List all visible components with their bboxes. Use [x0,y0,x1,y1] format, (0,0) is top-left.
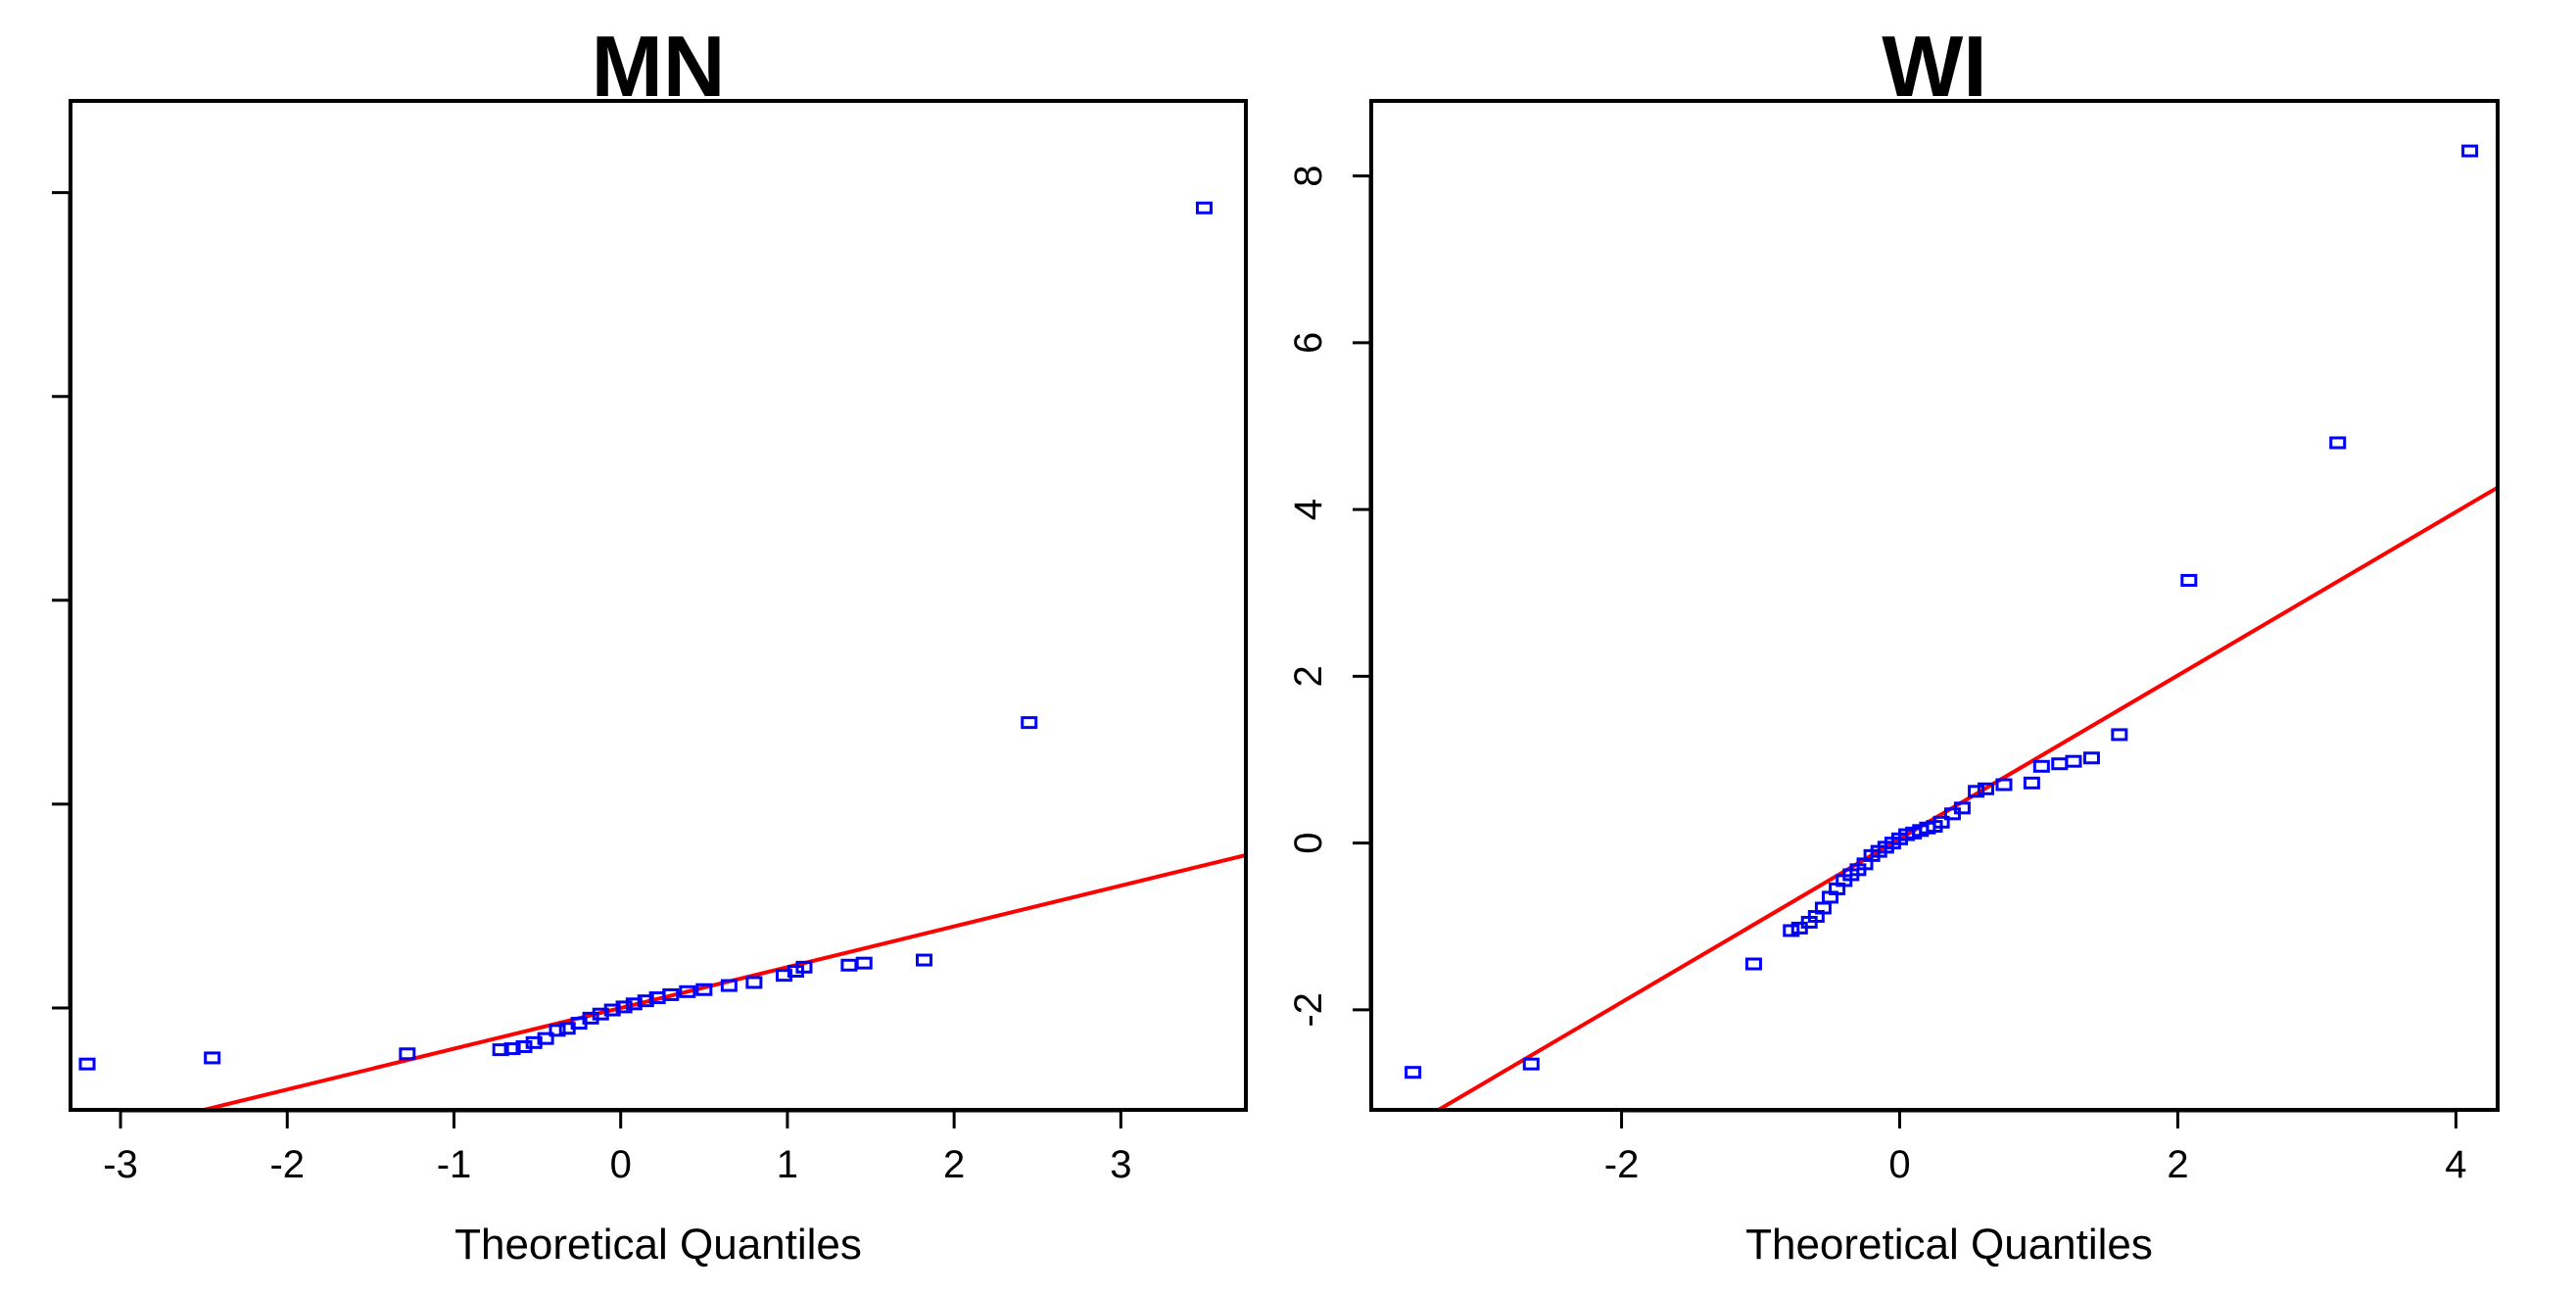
data-point [603,1003,621,1017]
y-tick-label: 2 [1287,665,1330,687]
data-point [662,987,680,1001]
data-point [915,953,932,967]
data-point [78,1057,96,1071]
data-point [695,983,713,996]
data-point [720,979,738,992]
data-point [1522,1057,1540,1071]
data-point [1744,957,1762,971]
data-point [615,1000,633,1014]
data-point [2461,144,2479,158]
data-point [2180,573,2198,587]
qq-plot-wi: -2 0 2 4 -2 0 2 4 6 8 WI Theoretical Quantiles [1287,18,2500,1269]
x-tick-label: -3 [103,1143,138,1186]
y-tick-label: 8 [1287,165,1330,186]
plot-frame [69,99,1248,1112]
x-tick-label: 3 [1110,1143,1131,1186]
x-axis-label: Theoretical Quantiles [454,1221,862,1269]
data-point [1978,782,1995,795]
data-point [2082,751,2100,765]
x-tick-label: -2 [1604,1143,1640,1186]
data-point [840,958,858,972]
qq-plot-mn: -3 -2 -1 0 1 2 3 MN Theoretical Quantiles [52,18,1248,1269]
y-tick-label: -2 [1287,992,1330,1028]
data-point [855,956,873,970]
data-point [2051,757,2069,771]
data-point [2329,436,2347,450]
data-point [1405,1066,1422,1079]
y-tick-label: 6 [1287,332,1330,354]
data-point [1932,815,1950,829]
x-tick-label: 4 [2445,1143,2466,1186]
data-point [625,997,643,1011]
x-tick-label: 2 [2167,1143,2188,1186]
data-point [2111,728,2128,742]
data-point [1021,716,1038,730]
chart-title: MN [592,18,726,115]
data-point [679,984,696,998]
data-point [537,1031,554,1045]
data-point [492,1043,509,1057]
data-point [795,960,813,974]
data-point [204,1051,221,1065]
y-tick-label: 4 [1287,499,1330,520]
x-tick-label: 0 [1888,1143,1910,1186]
y-tick-label: 0 [1287,832,1330,853]
reference-line [195,852,1246,1110]
chart-title: WI [1882,18,1987,115]
x-tick-label: 0 [610,1143,632,1186]
data-point [637,994,654,1008]
data-point [1995,778,2013,791]
plot-frame [1369,99,2500,1112]
data-point [745,976,763,989]
x-tick-label: -2 [269,1143,305,1186]
data-point [1814,901,1832,915]
data-point [1968,785,1985,798]
data-point [1783,924,1800,937]
data-point [503,1042,521,1056]
x-tick-label: 1 [777,1143,798,1186]
data-point [1195,201,1213,215]
data-point [2032,759,2050,773]
x-axis-label: Theoretical Quantiles [1745,1221,2153,1269]
reference-line [1434,485,2498,1110]
data-point [2065,754,2082,768]
x-tick-label: 2 [943,1143,965,1186]
data-point [399,1047,416,1061]
data-point [2023,776,2040,790]
data-point [549,1024,566,1037]
x-tick-label: -1 [437,1143,472,1186]
data-point [1953,801,1971,815]
